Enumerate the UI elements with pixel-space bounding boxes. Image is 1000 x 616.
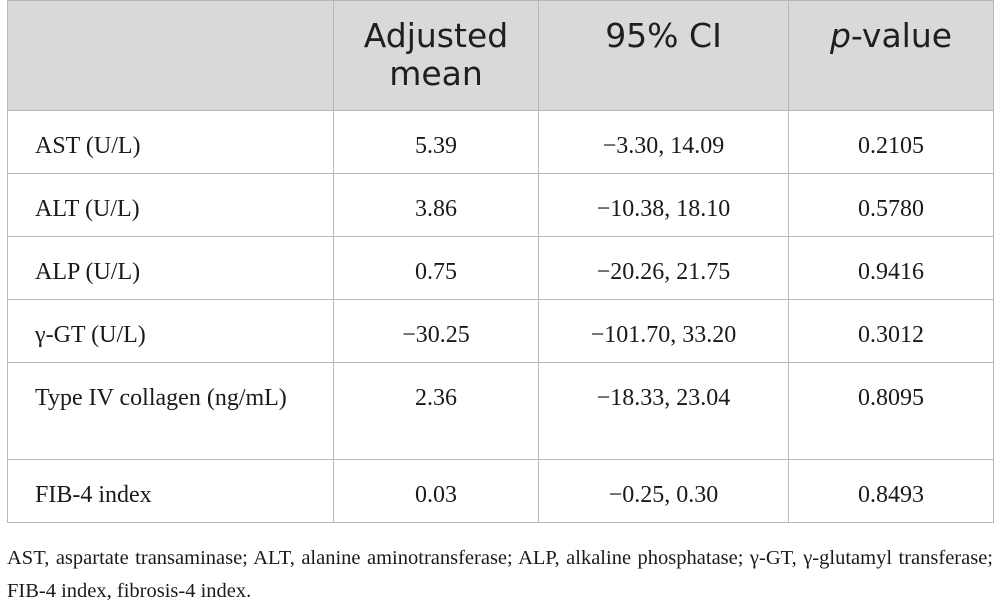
header-blank [7,0,334,111]
row-adjusted-mean: 0.03 [333,459,539,523]
header-row: Adjusted mean 95% CI p-value [7,0,994,111]
row-95-ci: −101.70, 33.20 [538,299,789,363]
row-95-ci: −18.33, 23.04 [538,362,789,460]
results-table-container: Adjusted mean 95% CI p-value AST (U/L) 5… [7,0,994,523]
row-p-value: 0.8493 [788,459,994,523]
row-95-ci: −20.26, 21.75 [538,236,789,300]
table-row: γ-GT (U/L) −30.25 −101.70, 33.20 0.3012 [7,299,994,363]
table-row: FIB-4 index 0.03 −0.25, 0.30 0.8493 [7,459,994,523]
table-footnote: AST, aspartate transaminase; ALT, alanin… [7,547,993,602]
row-label: γ-GT (U/L) [7,299,334,363]
row-p-value: 0.9416 [788,236,994,300]
row-95-ci: −10.38, 18.10 [538,173,789,237]
table-row: Type IV collagen (ng/mL) 2.36 −18.33, 23… [7,362,994,460]
header-p-value: p-value [788,0,994,111]
row-p-value: 0.2105 [788,110,994,174]
row-p-value: 0.8095 [788,362,994,460]
row-adjusted-mean: 0.75 [333,236,539,300]
row-p-value: 0.5780 [788,173,994,237]
header-p-italic: p [829,16,851,55]
results-table: Adjusted mean 95% CI p-value AST (U/L) 5… [7,0,994,523]
table-row: AST (U/L) 5.39 −3.30, 14.09 0.2105 [7,110,994,174]
row-label: ALT (U/L) [7,173,334,237]
table-row: ALP (U/L) 0.75 −20.26, 21.75 0.9416 [7,236,994,300]
header-95-ci: 95% CI [538,0,789,111]
header-adjusted-mean: Adjusted mean [333,0,539,111]
table-body: AST (U/L) 5.39 −3.30, 14.09 0.2105 ALT (… [7,110,994,523]
row-label: AST (U/L) [7,110,334,174]
row-label: ALP (U/L) [7,236,334,300]
row-adjusted-mean: −30.25 [333,299,539,363]
row-label: FIB-4 index [7,459,334,523]
row-adjusted-mean: 3.86 [333,173,539,237]
row-label: Type IV collagen (ng/mL) [7,362,334,460]
row-adjusted-mean: 5.39 [333,110,539,174]
header-p-rest: -value [850,16,953,55]
table-header: Adjusted mean 95% CI p-value [7,0,994,111]
table-row: ALT (U/L) 3.86 −10.38, 18.10 0.5780 [7,173,994,237]
row-95-ci: −3.30, 14.09 [538,110,789,174]
row-95-ci: −0.25, 0.30 [538,459,789,523]
row-p-value: 0.3012 [788,299,994,363]
row-adjusted-mean: 2.36 [333,362,539,460]
